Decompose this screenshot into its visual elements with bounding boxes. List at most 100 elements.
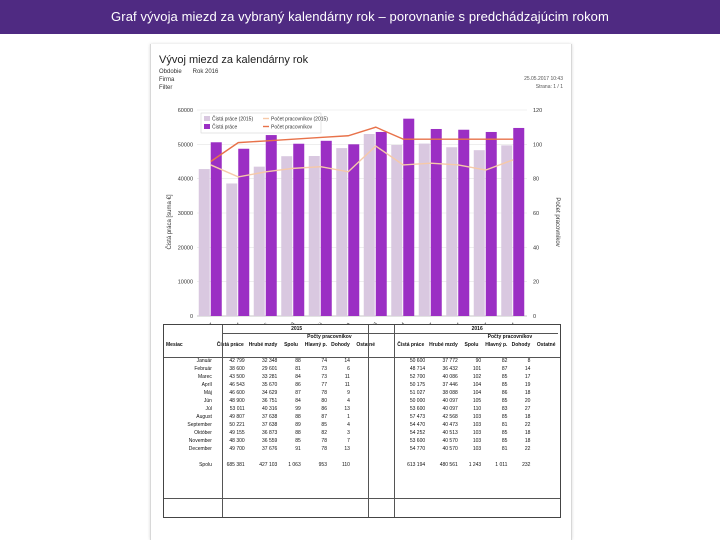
- bar: [238, 148, 250, 316]
- table-row: September 50 221 37 638 89 85 4 54 470 40 473 10…: [164, 421, 560, 429]
- table-cell: 37 676: [262, 446, 278, 452]
- table-cell: [352, 365, 380, 373]
- y-tick-label: 10000: [178, 280, 193, 286]
- table-cell: [352, 429, 380, 437]
- table-cell: 17: [524, 374, 531, 380]
- table-cell: 89: [295, 422, 301, 428]
- table-cell-month: Február: [194, 366, 212, 372]
- table-cell: 85: [501, 414, 508, 420]
- table-cell: 18: [524, 430, 531, 436]
- title-bar: Graf vývoja miezd za vybraný kalendárny …: [0, 0, 720, 34]
- bar: [473, 150, 485, 316]
- table-cell: 685 381: [226, 462, 245, 468]
- bar: [391, 144, 403, 316]
- table-cell-month: Spolu: [199, 462, 212, 468]
- table-total-row: Spolu 685 381 427 103 1 063 953 110 613 194 480…: [164, 461, 560, 469]
- col-agree-left: Dohody: [331, 342, 350, 348]
- table-cell: 46 543: [229, 382, 245, 388]
- table-cell: 90: [475, 358, 482, 364]
- table-vline-2: [368, 325, 369, 517]
- table-cell: 103: [472, 422, 482, 428]
- table-cell: [532, 405, 560, 413]
- table-cell: 37 772: [442, 358, 458, 364]
- table-cell: 49 807: [229, 414, 245, 420]
- table-cell: 99: [295, 406, 301, 412]
- col-main-right: Hlavný p.: [485, 342, 508, 348]
- bar: [446, 147, 458, 316]
- table-cell: 37 638: [262, 414, 278, 420]
- table-cell: 54 770: [409, 446, 426, 452]
- table-cell: 33 281: [262, 374, 278, 380]
- table-cell: 53 011: [229, 406, 245, 412]
- table-year-row: 2015 2016: [164, 325, 560, 333]
- table-cell: 1 243: [468, 462, 482, 468]
- x-tick-label: Máj: [314, 322, 324, 324]
- bar: [253, 166, 265, 316]
- table-cell: 80: [321, 398, 327, 404]
- table-cell: 38 600: [229, 366, 245, 372]
- table-cell: 49 155: [229, 430, 245, 436]
- table-cell: 13: [344, 446, 350, 452]
- table-cell: 78: [321, 438, 327, 444]
- table-row: Marec 43 500 33 281 84 73 11 52 700 40 086 102 85…: [164, 373, 560, 381]
- table-cell: 101: [472, 366, 482, 372]
- bar: [403, 118, 415, 317]
- report-date: 25.05.2017 10:43: [524, 76, 563, 82]
- table-cell: 91: [295, 446, 301, 452]
- table-cell: [532, 397, 560, 405]
- table-cell: 110: [341, 462, 350, 468]
- table-cell: 103: [472, 430, 482, 436]
- table-cell: [352, 445, 380, 453]
- table-cell: 40 316: [262, 406, 278, 412]
- table-cell: 103: [472, 414, 482, 420]
- report-sheet: Vývoj miezd za kalendárny rok Obdobie Ro…: [150, 44, 572, 540]
- table-cell: 14: [344, 358, 350, 364]
- y2-tick-label: 60: [533, 211, 539, 217]
- y2-tick-label: 0: [533, 314, 536, 320]
- y-tick-label: 60000: [178, 108, 193, 114]
- table-cell: [532, 381, 560, 389]
- table-cell: 40 097: [442, 406, 458, 412]
- table-cell: 22: [524, 446, 531, 452]
- table-cell: 103: [472, 438, 482, 444]
- table-vline-1: [222, 325, 223, 517]
- bar: [336, 148, 348, 316]
- bar: [348, 144, 360, 316]
- table-cell: 82: [321, 430, 327, 436]
- table-cell: 82: [501, 358, 508, 364]
- col-net-right: Čistá práce: [397, 342, 425, 348]
- bar: [375, 131, 387, 316]
- y2-tick-label: 80: [533, 177, 539, 183]
- legend-swatch: [204, 124, 210, 129]
- table-cell: [352, 357, 380, 365]
- table-cell: 37 638: [262, 422, 278, 428]
- y-axis-label: Čistá práca [suma €]: [166, 194, 173, 249]
- y2-axis-label: Počet pracovníkov: [554, 197, 560, 246]
- table-cell: 22: [524, 422, 531, 428]
- table-cell: 53 600: [409, 406, 426, 412]
- meta-filter: Filter: [159, 85, 191, 91]
- bar: [293, 143, 305, 316]
- table-cell: 29 601: [262, 366, 278, 372]
- table-cell: 11: [344, 374, 350, 380]
- year-left-header: 2015: [291, 326, 303, 332]
- table-cell: 20: [524, 398, 531, 404]
- table-cell: 104: [472, 382, 482, 388]
- table-cell: 480 561: [439, 462, 458, 468]
- table-cell: 42 568: [442, 414, 458, 420]
- table-spacer: [379, 365, 394, 373]
- table-cell: 36 751: [262, 398, 278, 404]
- table-cell: 37 446: [442, 382, 458, 388]
- table-cell-month: Január: [196, 358, 212, 364]
- table-row: November 48 300 36 559 85 78 7 53 600 40 570 103…: [164, 437, 560, 445]
- col-other-left: Ostatné: [356, 342, 375, 348]
- table-cell: 88: [295, 414, 301, 420]
- table-cell: 86: [501, 390, 508, 396]
- y-tick-label: 0: [190, 314, 193, 320]
- col-month: Mesiac: [166, 342, 183, 348]
- report-page: Strana: 1 / 1: [535, 84, 563, 90]
- table-cell: 87: [501, 366, 508, 372]
- table-cell: 54 252: [409, 430, 426, 436]
- legend-swatch: [204, 116, 210, 121]
- table-cell: 57 473: [409, 414, 426, 420]
